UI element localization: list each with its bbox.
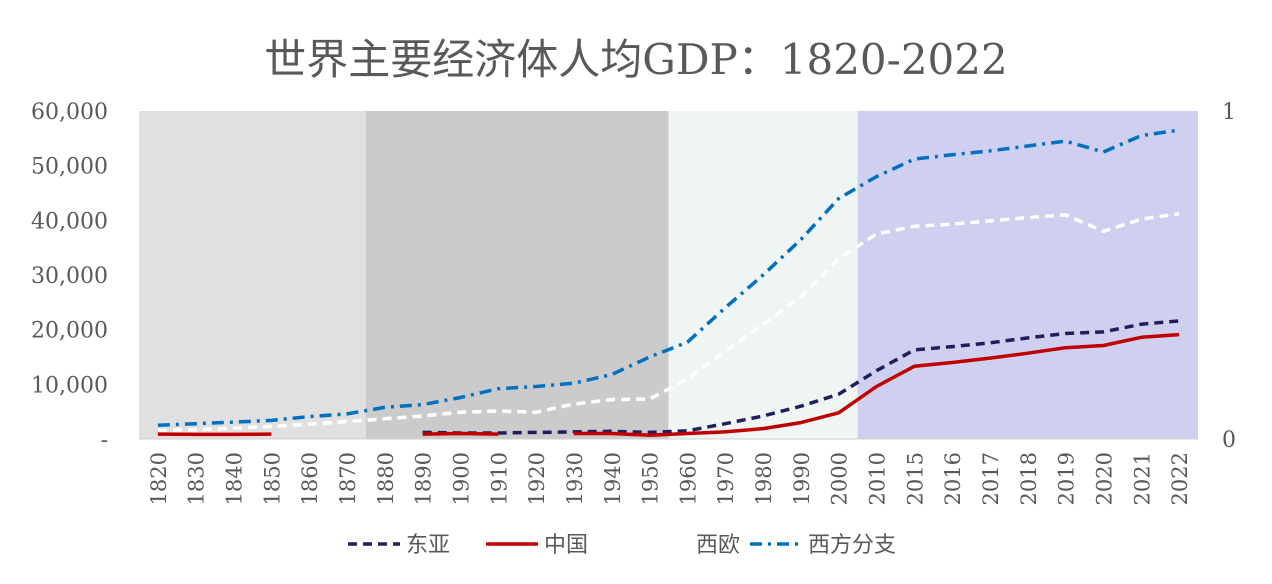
y-right-tick-label: 0 — [1222, 428, 1236, 453]
y-left-tick-label: 60,000 — [31, 100, 108, 125]
x-tick-label: 1850 — [260, 452, 284, 505]
background-band-3 — [857, 111, 1198, 439]
x-tick-label: 1990 — [790, 452, 814, 505]
x-tick-label: 2021 — [1130, 452, 1154, 505]
x-tick-label: 1840 — [223, 452, 247, 505]
x-tick-label: 2018 — [1017, 452, 1041, 505]
legend-label: 西欧 — [696, 533, 740, 558]
x-tick-label: 1830 — [185, 452, 209, 505]
x-tick-label: 2000 — [828, 452, 852, 505]
x-tick-label: 1980 — [752, 452, 776, 505]
series-line-3 — [157, 128, 1180, 428]
x-tick-label: 1880 — [374, 452, 398, 505]
y-left-tick-label: 40,000 — [31, 209, 108, 234]
x-tick-label: 2019 — [1055, 452, 1079, 505]
x-tick-label: 1870 — [336, 452, 360, 505]
series-line-0 — [422, 319, 1180, 435]
x-tick-label: 2020 — [1092, 452, 1116, 505]
x-tick-label: 1890 — [412, 452, 436, 505]
series-line-1 — [422, 431, 499, 436]
x-tick-label: 2010 — [866, 452, 890, 505]
series-line-1 — [573, 332, 1180, 437]
chart-title: 世界主要经济体人均GDP：1820-2022 — [264, 35, 1008, 84]
series-line-2 — [157, 212, 1180, 433]
x-tick-label: 2016 — [941, 452, 965, 505]
y-right-tick-label: 1 — [1222, 100, 1236, 125]
background-band-1 — [365, 111, 669, 439]
x-tick-label: 1930 — [563, 452, 587, 505]
y-left-tick-label: - — [101, 428, 108, 453]
x-tick-label: 1960 — [676, 452, 700, 505]
x-tick-label: 1900 — [449, 452, 473, 505]
x-tick-label: 2022 — [1168, 452, 1192, 505]
x-tick-label: 1940 — [601, 452, 625, 505]
x-tick-label: 1920 — [525, 452, 549, 505]
background-band-0 — [139, 111, 366, 439]
x-tick-label: 1820 — [147, 452, 171, 505]
y-left-tick-label: 10,000 — [31, 373, 108, 398]
y-left-tick-label: 20,000 — [31, 319, 108, 344]
y-left-tick-label: 30,000 — [31, 264, 108, 289]
legend-label: 西方分支 — [808, 533, 896, 558]
legend-label: 中国 — [544, 533, 588, 558]
x-tick-label: 2017 — [979, 452, 1003, 505]
x-tick-label: 1970 — [714, 452, 738, 505]
x-tick-label: 2015 — [903, 452, 927, 505]
x-tick-label: 1910 — [487, 452, 511, 505]
legend-label: 东亚 — [406, 533, 450, 558]
x-tick-label: 1950 — [639, 452, 663, 505]
y-left-tick-label: 50,000 — [31, 155, 108, 180]
x-tick-label: 1860 — [298, 452, 322, 505]
